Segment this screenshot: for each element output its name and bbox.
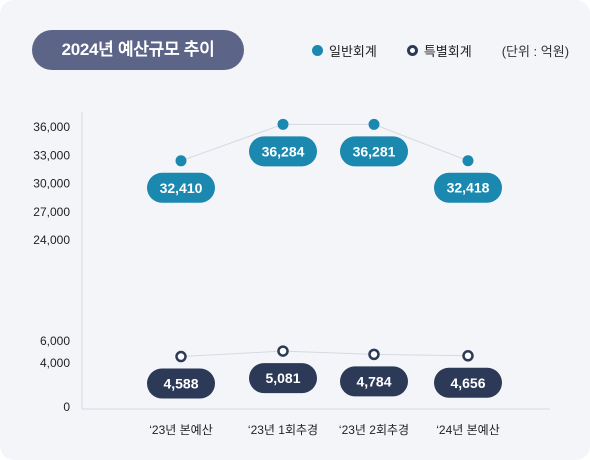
special-value-label-bg	[147, 368, 215, 399]
y-tick-label: 30,000	[33, 177, 70, 191]
y-tick-label: 27,000	[33, 205, 70, 219]
general-value-label-bg	[434, 172, 502, 203]
general-value-label: 32,410	[160, 180, 203, 196]
special-account-marker-icon	[406, 44, 418, 56]
general-account-point	[175, 155, 187, 167]
general-value-label: 32,418	[447, 180, 490, 196]
general-value-label-bg	[340, 136, 408, 167]
special-value-label: 4,588	[163, 376, 198, 392]
special-value-label-bg	[434, 367, 502, 398]
special-value-label: 5,081	[265, 370, 300, 386]
general-value-label-bg	[147, 172, 215, 203]
legend: 일반회계 특별회계 (단위 : 억원)	[312, 40, 569, 60]
general-account-point	[462, 155, 474, 167]
x-tick-label: ‘23년 1회추경	[248, 423, 318, 437]
special-account-point	[175, 350, 187, 363]
special-account-point	[277, 345, 289, 357]
general-value-label-bg	[249, 136, 317, 167]
general-account-marker-icon	[312, 44, 323, 56]
special-value-label-bg	[249, 363, 317, 394]
y-tick-label: 6,000	[40, 334, 70, 348]
general-account-point	[277, 118, 289, 130]
legend-label-general: 일반회계	[329, 43, 377, 59]
special-value-label: 4,656	[450, 375, 485, 391]
general-account-point	[368, 118, 380, 130]
y-tick-label: 33,000	[33, 148, 70, 162]
special-account-point	[368, 348, 380, 361]
y-tick-label: 24,000	[33, 233, 70, 247]
y-tick-label: 4,000	[40, 356, 70, 370]
legend-item-general: 일반회계	[312, 41, 377, 60]
special-account-point	[462, 350, 474, 362]
x-tick-label: ‘23년 2회추경	[339, 423, 409, 437]
y-tick-label: 36,000	[33, 120, 70, 134]
general-account-line	[180, 123, 469, 162]
x-tick-label: ‘24년 본예산	[436, 423, 500, 437]
general-value-label: 36,284	[262, 143, 305, 159]
legend-item-special: 특별회계	[406, 41, 472, 60]
legend-label-special: 특별회계	[423, 43, 472, 59]
unit-label: (단위 : 억원)	[501, 43, 570, 59]
x-tick-label: ‘23년 본예산	[149, 423, 213, 437]
y-tick-label: 0	[63, 400, 70, 414]
chart-title: 2024년 예산규모 추이	[32, 30, 244, 70]
special-value-label-bg	[340, 366, 408, 397]
special-account-line	[180, 350, 469, 358]
special-value-label: 4,784	[356, 373, 391, 389]
general-value-label: 36,281	[353, 143, 396, 159]
